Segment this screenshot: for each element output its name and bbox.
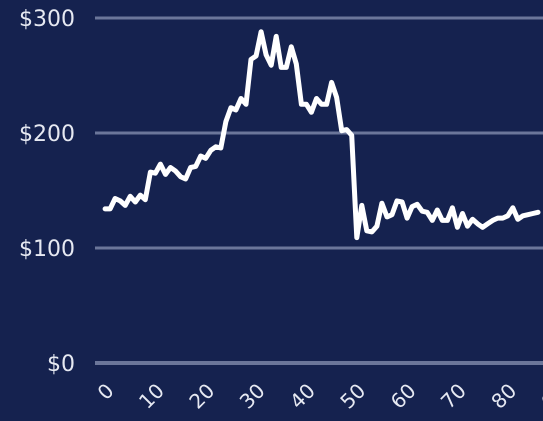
x-tick-label: 80	[486, 379, 521, 414]
y-axis-tick-labels: $0 $100 $200 $300	[19, 7, 75, 377]
x-tick-label: 90	[537, 379, 543, 414]
series-line-0	[102, 29, 541, 241]
x-tick-label: 40	[285, 379, 320, 414]
x-tick-label: 30	[235, 379, 270, 414]
x-tick-label: 20	[184, 379, 219, 414]
x-tick-label: 50	[335, 379, 370, 414]
x-tick-label: 60	[386, 379, 421, 414]
y-tick-label: $300	[19, 7, 75, 32]
x-tick-label: 0	[93, 379, 119, 405]
gridlines	[95, 16, 543, 365]
y-tick-label: $200	[19, 122, 75, 147]
y-tick-label: $0	[47, 352, 75, 377]
y-tick-label: $100	[19, 237, 75, 262]
x-tick-label: 10	[134, 379, 169, 414]
x-axis-tick-labels: 0 10 20 30 40 50 60 70 80 90	[93, 379, 543, 414]
series-layer	[102, 29, 541, 241]
x-tick-label: 70	[436, 379, 471, 414]
